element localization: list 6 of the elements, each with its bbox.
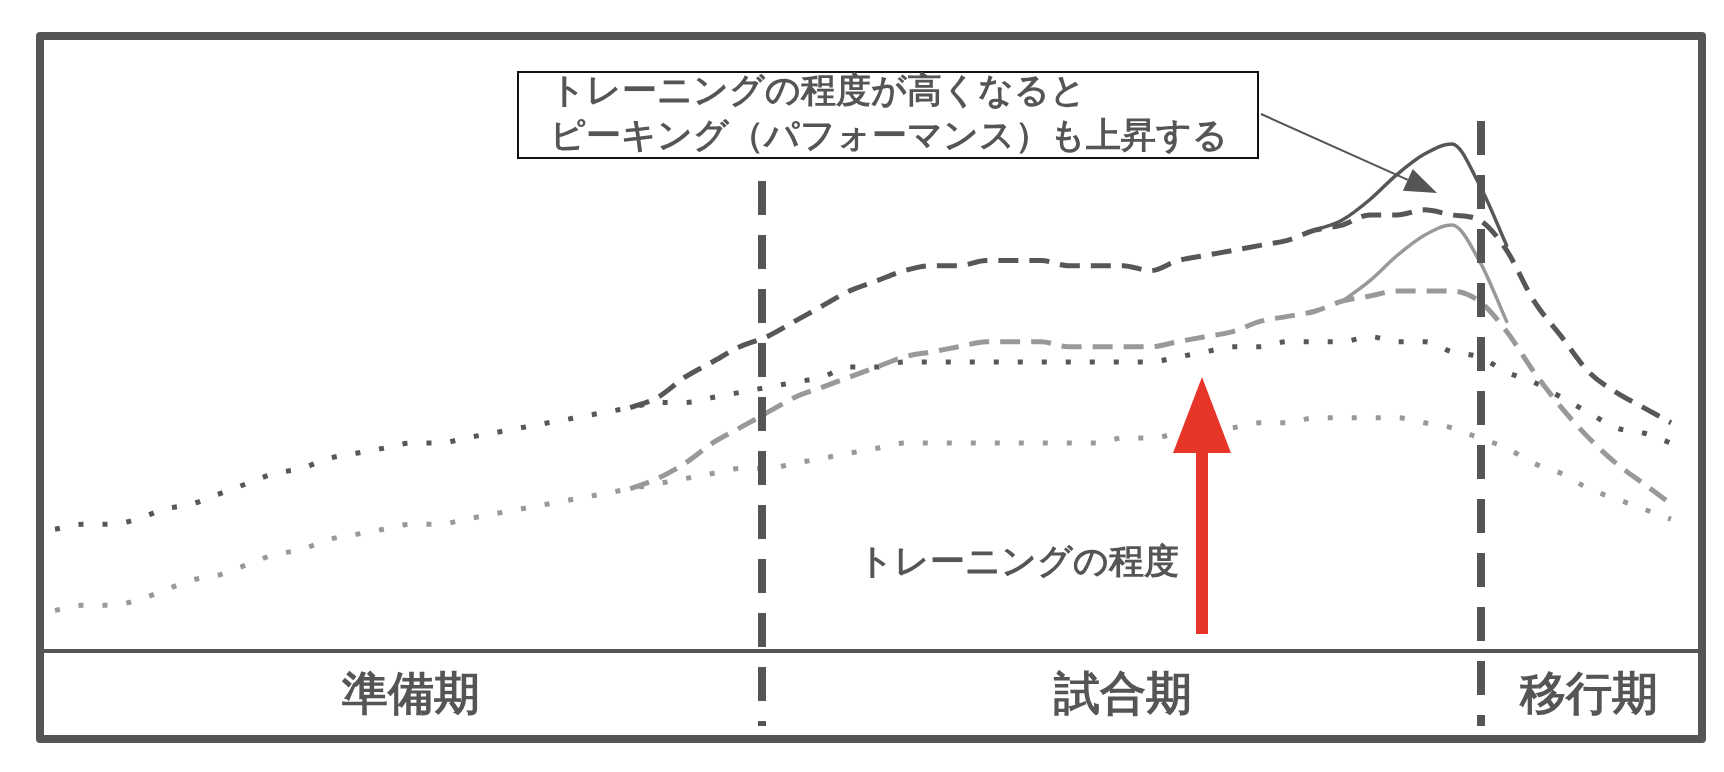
x-tick-label: 準備期: [341, 665, 481, 720]
x-tick-label: 試合期: [1053, 665, 1193, 720]
annotation: ピーキング（パフォーマンス）も上昇する: [550, 114, 1228, 157]
annotation: トレーニングの程度: [858, 540, 1179, 583]
text: トレーニングの程度が高くなると: [550, 69, 1086, 112]
x-tick-label: 移行期: [1518, 665, 1658, 720]
